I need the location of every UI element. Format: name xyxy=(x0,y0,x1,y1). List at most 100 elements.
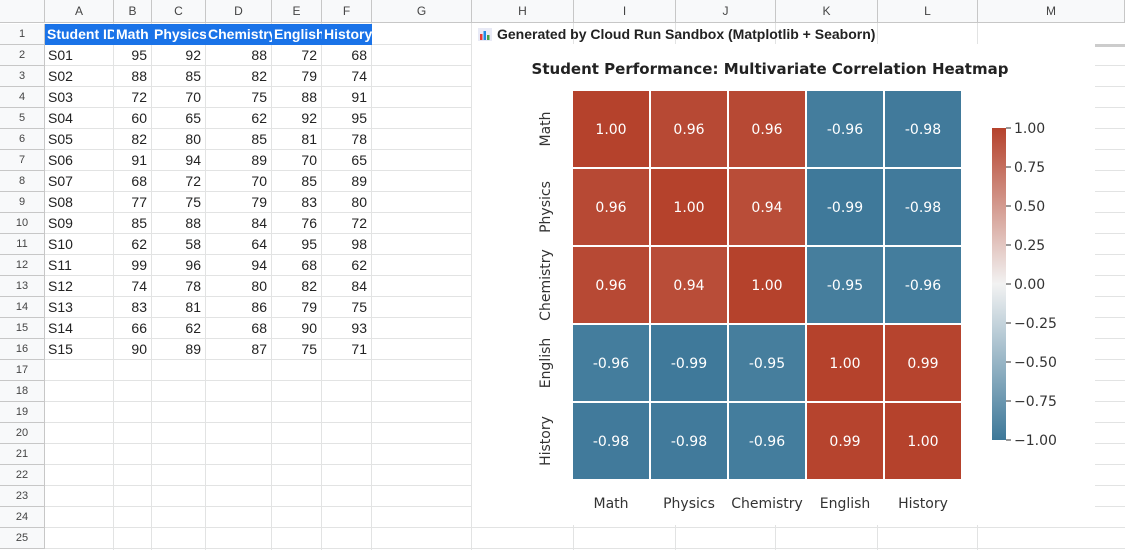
table-cell[interactable]: S13 xyxy=(48,299,73,315)
table-cell[interactable]: 64 xyxy=(251,236,267,252)
column-header-b[interactable]: B xyxy=(114,0,152,23)
row-header-14[interactable]: 14 xyxy=(0,297,45,318)
row-header-8[interactable]: 8 xyxy=(0,171,45,192)
table-cell[interactable]: 85 xyxy=(301,173,317,189)
row-header-20[interactable]: 20 xyxy=(0,423,45,444)
table-cell[interactable]: 95 xyxy=(351,110,367,126)
table-cell[interactable]: 88 xyxy=(185,215,201,231)
table-header-cell[interactable]: Physics xyxy=(152,24,206,45)
row-header-16[interactable]: 16 xyxy=(0,339,45,360)
heatmap-chart[interactable]: Student Performance: Multivariate Correl… xyxy=(472,44,1095,525)
table-cell[interactable]: 79 xyxy=(301,68,317,84)
table-cell[interactable]: 84 xyxy=(251,215,267,231)
table-cell[interactable]: 89 xyxy=(351,173,367,189)
table-cell[interactable]: 82 xyxy=(251,68,267,84)
table-cell[interactable]: 77 xyxy=(131,194,147,210)
table-cell[interactable]: 74 xyxy=(131,278,147,294)
table-cell[interactable]: 65 xyxy=(351,152,367,168)
row-header-17[interactable]: 17 xyxy=(0,360,45,381)
table-cell[interactable]: S10 xyxy=(48,236,73,252)
table-cell[interactable]: 78 xyxy=(185,278,201,294)
column-header-e[interactable]: E xyxy=(272,0,322,23)
table-header-cell[interactable]: English xyxy=(272,24,322,45)
table-cell[interactable]: 75 xyxy=(351,299,367,315)
table-cell[interactable]: 89 xyxy=(251,152,267,168)
table-cell[interactable]: 94 xyxy=(251,257,267,273)
row-header-24[interactable]: 24 xyxy=(0,507,45,528)
table-cell[interactable]: 87 xyxy=(251,341,267,357)
table-cell[interactable]: 68 xyxy=(351,47,367,63)
row-header-19[interactable]: 19 xyxy=(0,402,45,423)
row-header-22[interactable]: 22 xyxy=(0,465,45,486)
table-cell[interactable]: 94 xyxy=(185,152,201,168)
table-cell[interactable]: 68 xyxy=(251,320,267,336)
table-cell[interactable]: 68 xyxy=(301,257,317,273)
table-cell[interactable]: 85 xyxy=(131,215,147,231)
column-header-g[interactable]: G xyxy=(372,0,472,23)
table-cell[interactable]: 93 xyxy=(351,320,367,336)
table-cell[interactable]: 81 xyxy=(185,299,201,315)
table-cell[interactable]: 75 xyxy=(301,341,317,357)
table-cell[interactable]: S11 xyxy=(48,257,72,273)
table-cell[interactable]: 85 xyxy=(251,131,267,147)
table-cell[interactable]: S06 xyxy=(48,152,73,168)
row-header-13[interactable]: 13 xyxy=(0,276,45,297)
row-header-3[interactable]: 3 xyxy=(0,66,45,87)
table-cell[interactable]: 68 xyxy=(131,173,147,189)
table-cell[interactable]: 78 xyxy=(351,131,367,147)
table-header-cell[interactable]: Chemistry xyxy=(206,24,272,45)
column-header-h[interactable]: H xyxy=(472,0,574,23)
table-header-cell[interactable]: Math xyxy=(114,24,152,45)
row-header-25[interactable]: 25 xyxy=(0,528,45,549)
table-cell[interactable]: 81 xyxy=(301,131,317,147)
table-cell[interactable]: S04 xyxy=(48,110,73,126)
table-cell[interactable]: 79 xyxy=(251,194,267,210)
table-cell[interactable]: 90 xyxy=(301,320,317,336)
table-cell[interactable]: 92 xyxy=(185,47,201,63)
table-cell[interactable]: 95 xyxy=(131,47,147,63)
table-header-cell[interactable]: History xyxy=(322,24,372,45)
row-header-21[interactable]: 21 xyxy=(0,444,45,465)
table-cell[interactable]: 60 xyxy=(131,110,147,126)
table-cell[interactable]: 66 xyxy=(131,320,147,336)
table-cell[interactable]: 62 xyxy=(351,257,367,273)
table-cell[interactable]: 72 xyxy=(185,173,201,189)
table-cell[interactable]: 75 xyxy=(185,194,201,210)
row-header-10[interactable]: 10 xyxy=(0,213,45,234)
corner-cell[interactable] xyxy=(0,0,45,23)
table-cell[interactable]: 96 xyxy=(185,257,201,273)
column-header-c[interactable]: C xyxy=(152,0,206,23)
table-cell[interactable]: S01 xyxy=(48,47,73,63)
table-cell[interactable]: S08 xyxy=(48,194,73,210)
table-cell[interactable]: 95 xyxy=(301,236,317,252)
table-cell[interactable]: 72 xyxy=(351,215,367,231)
table-cell[interactable]: 83 xyxy=(131,299,147,315)
column-header-j[interactable]: J xyxy=(676,0,776,23)
column-header-l[interactable]: L xyxy=(878,0,978,23)
table-cell[interactable]: S12 xyxy=(48,278,73,294)
table-cell[interactable]: 91 xyxy=(351,89,367,105)
table-cell[interactable]: 79 xyxy=(301,299,317,315)
column-header-m[interactable]: M xyxy=(978,0,1125,23)
table-cell[interactable]: 82 xyxy=(131,131,147,147)
table-cell[interactable]: S15 xyxy=(48,341,73,357)
table-cell[interactable]: 75 xyxy=(251,89,267,105)
row-header-12[interactable]: 12 xyxy=(0,255,45,276)
table-cell[interactable]: 89 xyxy=(185,341,201,357)
row-header-18[interactable]: 18 xyxy=(0,381,45,402)
table-cell[interactable]: 70 xyxy=(301,152,317,168)
table-cell[interactable]: S02 xyxy=(48,68,73,84)
row-header-11[interactable]: 11 xyxy=(0,234,45,255)
table-cell[interactable]: 62 xyxy=(131,236,147,252)
table-cell[interactable]: 85 xyxy=(185,68,201,84)
table-cell[interactable]: 62 xyxy=(185,320,201,336)
table-cell[interactable]: 84 xyxy=(351,278,367,294)
column-header-d[interactable]: D xyxy=(206,0,272,23)
row-header-6[interactable]: 6 xyxy=(0,129,45,150)
table-cell[interactable]: 72 xyxy=(301,47,317,63)
table-cell[interactable]: 62 xyxy=(251,110,267,126)
table-cell[interactable]: S03 xyxy=(48,89,73,105)
table-cell[interactable]: 74 xyxy=(351,68,367,84)
table-cell[interactable]: 76 xyxy=(301,215,317,231)
table-cell[interactable]: 86 xyxy=(251,299,267,315)
